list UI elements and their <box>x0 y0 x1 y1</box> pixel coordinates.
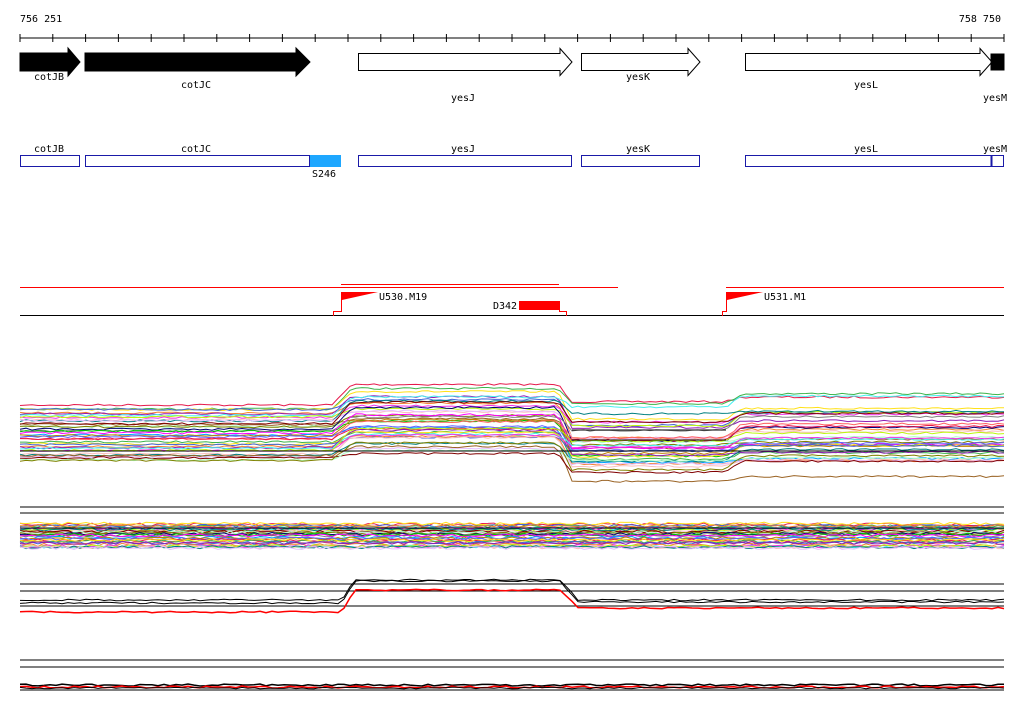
deletion-D342[interactable] <box>519 301 567 316</box>
box-label-yesL: yesL <box>854 144 878 155</box>
gene-box-cotJC[interactable] <box>85 155 310 167</box>
box-label-yesK: yesK <box>626 144 650 155</box>
gene-box-track: cotJB cotJC yesJ yesK yesL yesM S246 <box>20 144 1007 180</box>
highlight-region[interactable] <box>310 155 341 167</box>
gene-box-yesJ[interactable] <box>358 155 572 167</box>
box-label-yesM: yesM <box>983 144 1007 155</box>
gene-label-cotJB: cotJB <box>34 72 64 83</box>
gene-label-yesL: yesL <box>854 80 878 91</box>
gene-label-cotJC: cotJC <box>181 80 211 91</box>
gene-arrow-cotJB[interactable] <box>19 46 81 78</box>
expression-panel-4 <box>19 659 1005 691</box>
gene-arrow-yesL[interactable] <box>745 47 993 77</box>
gene-arrow-cotJC[interactable] <box>84 46 311 78</box>
box-label-cotJC: cotJC <box>181 144 211 155</box>
gene-arrow-yesM[interactable] <box>990 53 1005 71</box>
flag-U530[interactable] <box>333 292 379 316</box>
feature-label-U530: U530.M19 <box>379 292 427 303</box>
gene-box-cotJB[interactable] <box>20 155 80 167</box>
gene-box-yesL[interactable] <box>745 155 1004 167</box>
box-label-yesJ: yesJ <box>451 144 475 155</box>
box-label-cotJB: cotJB <box>34 144 64 155</box>
expression-panel-2 <box>19 506 1005 551</box>
coordinate-end: 758 750 <box>959 14 1001 25</box>
gene-arrow-track: cotJB cotJC yesJ yesK yesL yesM <box>19 46 1007 104</box>
gene-label-yesM: yesM <box>983 93 1007 104</box>
gene-label-yesJ: yesJ <box>451 93 475 104</box>
flag-U531[interactable] <box>722 292 764 316</box>
feature-label-U531: U531.M1 <box>764 292 806 303</box>
feature-label-D342: D342 <box>493 301 517 312</box>
gene-label-yesK: yesK <box>626 72 650 83</box>
gene-arrow-yesK[interactable] <box>581 47 701 77</box>
expression-panel-3 <box>19 578 1005 614</box>
gene-arrow-yesJ[interactable] <box>358 47 573 77</box>
highlight-label: S246 <box>312 169 336 180</box>
gene-box-yesK[interactable] <box>581 155 700 167</box>
expression-panel-1 <box>19 383 1005 483</box>
ruler <box>19 34 1005 42</box>
feature-track: U530.M19 D342 U531.M1 <box>20 284 1004 316</box>
coordinate-start: 756 251 <box>20 14 62 25</box>
